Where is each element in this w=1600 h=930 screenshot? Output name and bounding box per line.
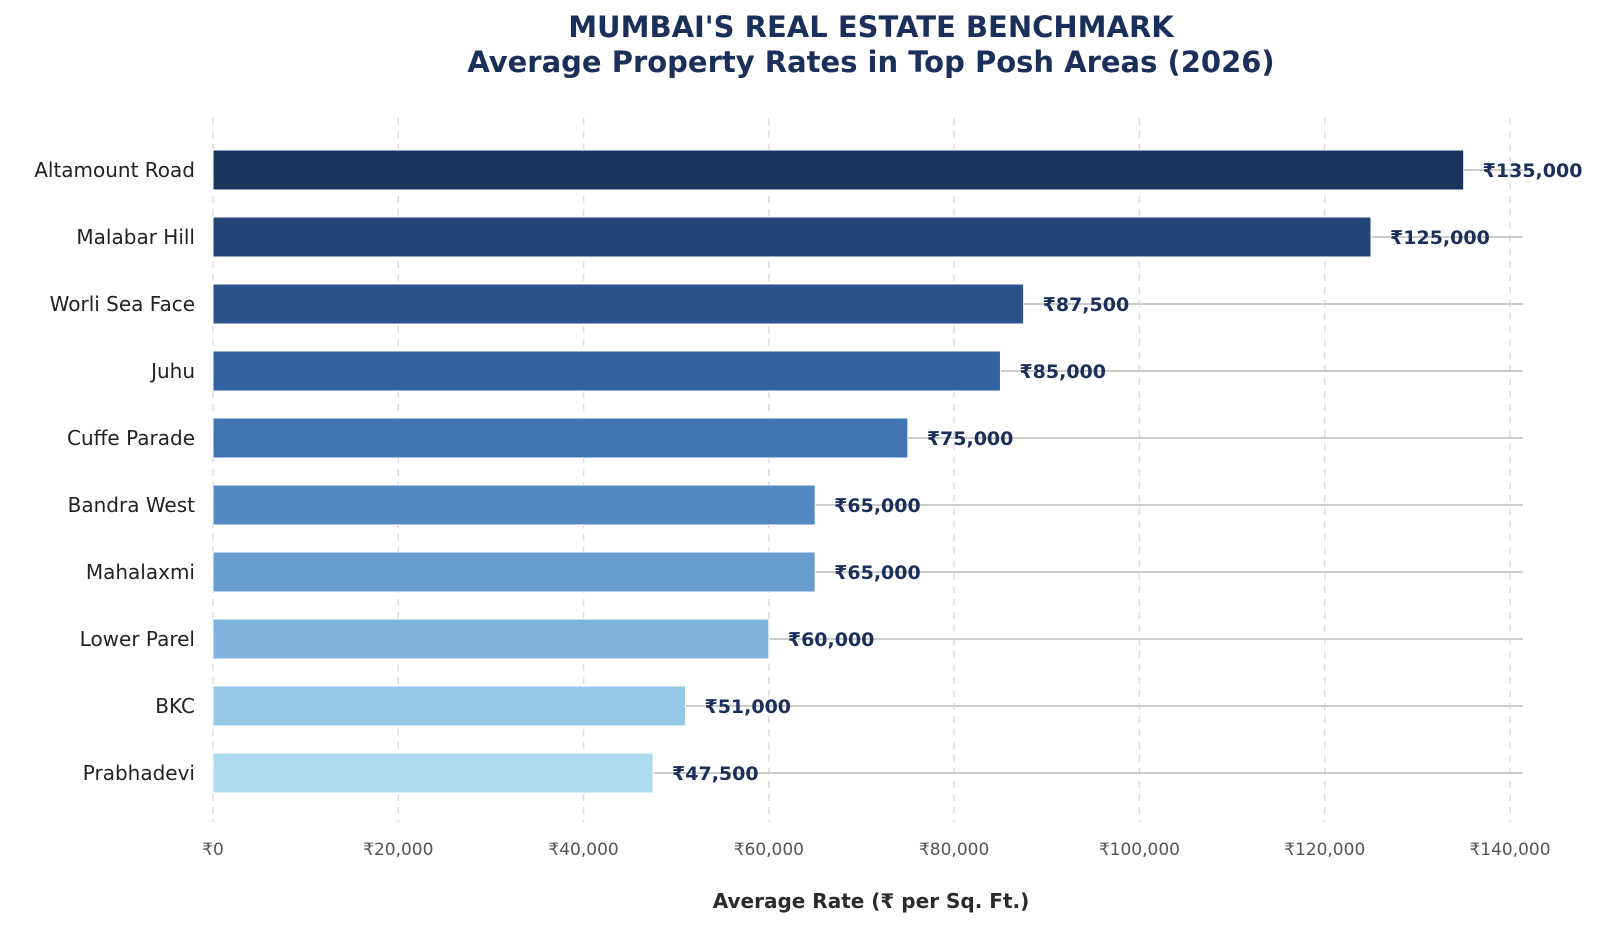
bar xyxy=(212,283,1025,325)
chart-subtitle: Average Property Rates in Top Posh Areas… xyxy=(467,45,1274,79)
x-tick-label: ₹20,000 xyxy=(363,840,433,860)
bar-value-label: ₹135,000 xyxy=(1483,160,1583,182)
bar-value-label: ₹85,000 xyxy=(1019,361,1106,383)
bar xyxy=(212,618,770,660)
bar-value-label: ₹47,500 xyxy=(672,763,759,785)
bar-value-label: ₹75,000 xyxy=(927,428,1014,450)
bar-value-label: ₹60,000 xyxy=(788,629,875,651)
category-labels: Altamount Road Malabar Hill Worli Sea Face… xyxy=(34,158,195,785)
x-tick-label: ₹120,000 xyxy=(1284,840,1365,860)
category-label: Mahalaxmi xyxy=(86,560,195,584)
category-label: Worli Sea Face xyxy=(50,292,195,316)
x-tick-labels: ₹0 ₹20,000 ₹40,000 ₹60,000 ₹80,000 ₹100,000 ₹1… xyxy=(202,840,1550,860)
bar xyxy=(212,149,1465,191)
bar-value-label: ₹125,000 xyxy=(1390,227,1490,249)
x-tick-label: ₹0 xyxy=(202,840,224,860)
bar-value-label: ₹65,000 xyxy=(834,495,921,517)
chart-title: MUMBAI'S REAL ESTATE BENCHMARK xyxy=(568,10,1175,44)
bar xyxy=(212,752,654,794)
x-axis-title: Average Rate (₹ per Sq. Ft.) xyxy=(713,889,1030,913)
category-label: BKC xyxy=(155,694,195,718)
category-label: Cuffe Parade xyxy=(67,426,195,450)
x-tick-label: ₹60,000 xyxy=(734,840,804,860)
bar-value-label: ₹87,500 xyxy=(1043,294,1130,316)
bar xyxy=(212,484,816,526)
category-label: Altamount Road xyxy=(34,158,195,182)
x-tick-label: ₹100,000 xyxy=(1099,840,1180,860)
category-label: Lower Parel xyxy=(80,627,195,651)
bar xyxy=(212,551,816,593)
bar xyxy=(212,685,686,727)
bar xyxy=(212,417,909,459)
bar-value-label: ₹65,000 xyxy=(834,562,921,584)
category-label: Bandra West xyxy=(68,493,196,517)
bars: ₹135,000 ₹125,000 ₹87,500 ₹85,000 ₹75,000 ₹65… xyxy=(212,149,1583,794)
category-label: Juhu xyxy=(149,359,195,383)
x-tick-label: ₹140,000 xyxy=(1469,840,1550,860)
bar xyxy=(212,350,1001,392)
x-tick-label: ₹80,000 xyxy=(919,840,989,860)
bar-value-label: ₹51,000 xyxy=(704,696,791,718)
x-tick-label: ₹40,000 xyxy=(548,840,618,860)
bar xyxy=(212,216,1372,258)
category-label: Prabhadevi xyxy=(83,761,195,785)
category-label: Malabar Hill xyxy=(76,225,195,249)
